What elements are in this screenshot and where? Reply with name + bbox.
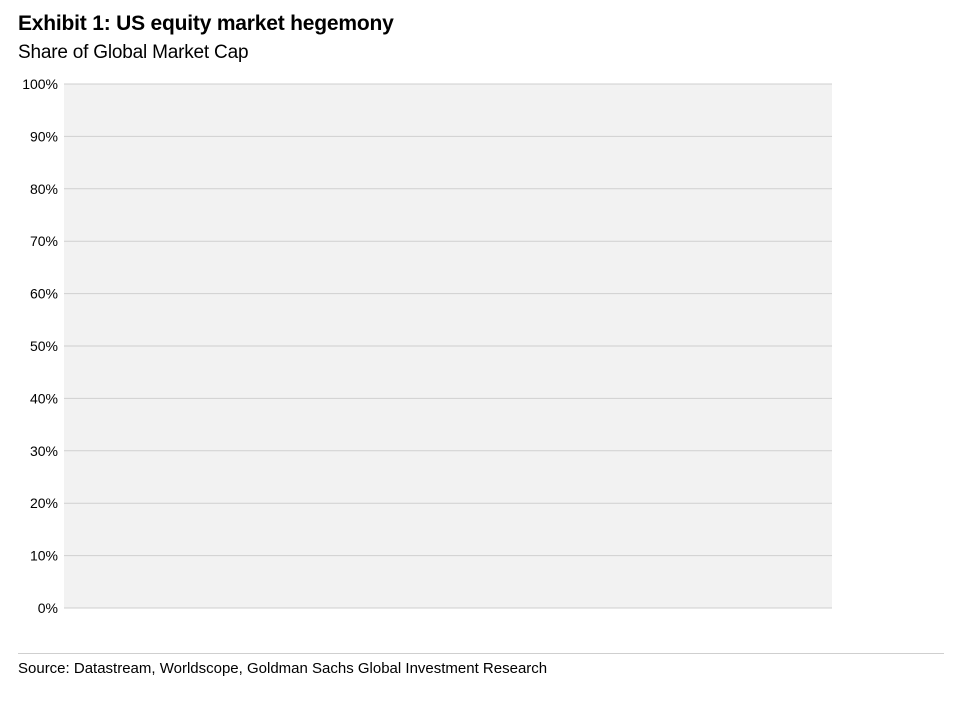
y-tick-label: 0%	[38, 600, 58, 616]
y-tick-label: 50%	[30, 338, 58, 354]
exhibit-title: Exhibit 1: US equity market hegemony	[18, 12, 944, 36]
chart-container: 0% 10% 20% 30% 40% 50% 60% 70% 80% 90% 100%	[18, 76, 944, 641]
exhibit-page: Exhibit 1: US equity market hegemony Sha…	[0, 0, 960, 706]
y-tick-label: 60%	[30, 286, 58, 302]
y-tick-label: 20%	[30, 495, 58, 511]
y-tick-label: 40%	[30, 390, 58, 406]
y-tick-label: 100%	[22, 76, 58, 92]
separator	[18, 653, 944, 654]
exhibit-subtitle: Share of Global Market Cap	[18, 42, 944, 64]
stacked-area-chart: 0% 10% 20% 30% 40% 50% 60% 70% 80% 90% 100%	[18, 76, 942, 636]
y-tick-label: 90%	[30, 128, 58, 144]
y-tick-label: 70%	[30, 233, 58, 249]
y-tick-label: 80%	[30, 181, 58, 197]
y-tick-label: 30%	[30, 443, 58, 459]
y-tick-label: 10%	[30, 548, 58, 564]
source-line: Source: Datastream, Worldscope, Goldman …	[18, 660, 944, 677]
